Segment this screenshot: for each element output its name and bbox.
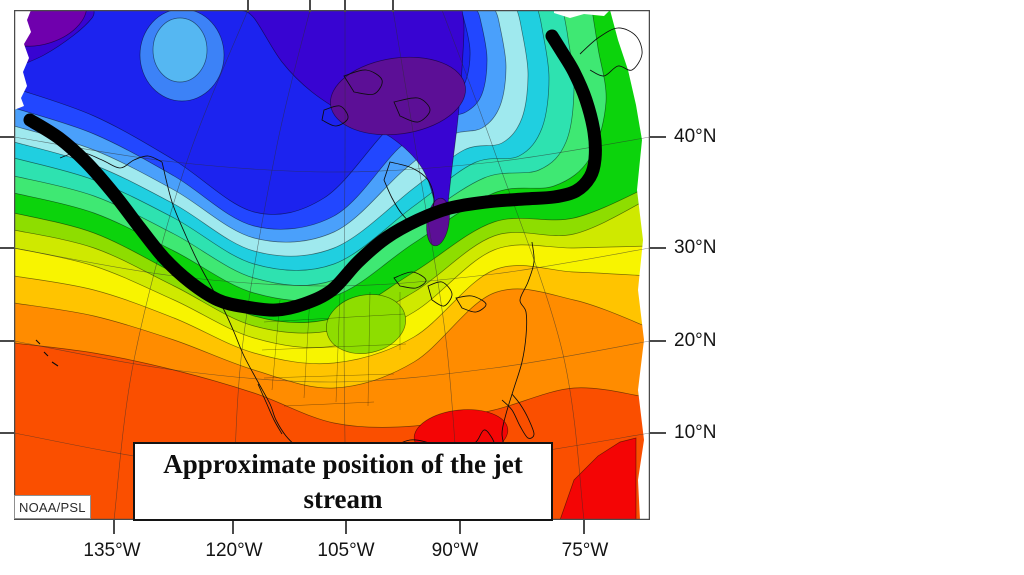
coastline-lake-erie bbox=[455, 295, 487, 313]
top-tick bbox=[309, 0, 311, 12]
contour-cell-plains-green bbox=[326, 294, 406, 354]
gridline-parallel-20n bbox=[14, 340, 650, 383]
contour-cell-pocket-inner bbox=[152, 17, 208, 83]
contour-cell-southeast-red bbox=[559, 437, 637, 520]
left-tick bbox=[0, 432, 14, 434]
left-tick bbox=[0, 136, 14, 138]
lat-tick bbox=[650, 340, 666, 342]
lat-tick bbox=[650, 247, 666, 249]
coastline-arctic-island-2 bbox=[393, 97, 431, 123]
lon-tick bbox=[459, 520, 461, 534]
lat-label: 10°N bbox=[674, 422, 717, 443]
lat-label: 40°N bbox=[674, 126, 717, 147]
top-tick bbox=[344, 0, 346, 12]
coastline-florida bbox=[501, 393, 535, 439]
lon-tick bbox=[583, 520, 585, 534]
title-box: Approximate position of the jet stream bbox=[133, 442, 553, 521]
coastline-arctic-island-1 bbox=[343, 69, 383, 95]
lon-tick bbox=[232, 520, 234, 534]
contour-field bbox=[14, 10, 650, 520]
credit-badge: NOAA/PSL bbox=[14, 495, 91, 519]
lon-label: 75°W bbox=[561, 540, 609, 561]
state-borders bbox=[261, 291, 407, 407]
lat-tick bbox=[650, 136, 666, 138]
left-tick bbox=[0, 247, 14, 249]
coastline-baja bbox=[257, 383, 283, 435]
credit-text: NOAA/PSL bbox=[19, 499, 86, 515]
nodata-mask-left bbox=[14, 10, 31, 110]
nodata-mask-top bbox=[554, 10, 610, 18]
coastline-arctic-island-3 bbox=[321, 105, 349, 127]
lon-tick bbox=[113, 520, 115, 534]
lon-label: 135°W bbox=[83, 540, 141, 561]
jet-stream-line bbox=[23, 29, 602, 317]
lon-label: 90°W bbox=[431, 540, 479, 561]
coastline-lake-huron bbox=[427, 281, 453, 307]
gridline-parallel-40n bbox=[14, 136, 650, 173]
top-tick bbox=[247, 0, 249, 12]
gridline-meridian-75w bbox=[441, 10, 585, 520]
lon-label: 120°W bbox=[205, 540, 263, 561]
lat-label: 20°N bbox=[674, 330, 717, 351]
coastline-greenland bbox=[579, 27, 643, 77]
lat-tick bbox=[650, 432, 666, 434]
contour-cell-arctic-purple bbox=[330, 56, 466, 136]
coastline-lake-superior bbox=[393, 271, 427, 289]
lat-label: 30°N bbox=[674, 237, 717, 258]
coastline-hawaii bbox=[35, 339, 59, 367]
top-tick bbox=[392, 0, 394, 12]
nodata-mask-right bbox=[610, 10, 650, 520]
lon-label: 105°W bbox=[317, 540, 375, 561]
lon-tick bbox=[345, 520, 347, 534]
title-line-1: Approximate position of the jet bbox=[163, 448, 523, 479]
left-tick bbox=[0, 340, 14, 342]
map-canvas bbox=[14, 10, 650, 520]
title-line-2: stream bbox=[303, 483, 383, 514]
